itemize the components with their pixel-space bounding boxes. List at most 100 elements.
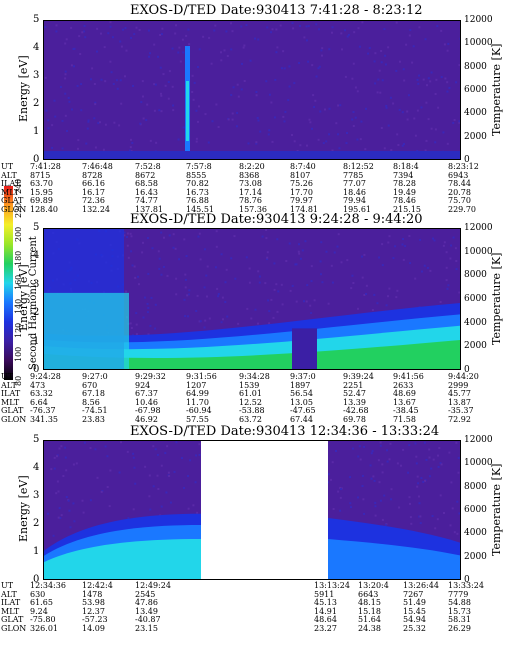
noise-pixel <box>171 47 174 50</box>
noise-pixel <box>119 79 122 82</box>
noise-pixel <box>373 60 376 63</box>
noise-pixel <box>267 133 270 136</box>
noise-pixel <box>134 482 137 485</box>
noise-pixel <box>59 517 62 519</box>
noise-pixel <box>94 101 97 104</box>
ephemeris-value: 25.32 <box>403 623 426 633</box>
ephemeris-value: 79.97 <box>290 196 313 205</box>
ephemeris-value: 1539 <box>239 380 260 390</box>
noise-pixel <box>104 123 107 126</box>
ephemeris-label: MLT <box>1 606 20 616</box>
noise-pixel <box>131 141 134 144</box>
noise-pixel <box>361 474 364 477</box>
ephemeris-value: 58.31 <box>448 615 471 624</box>
noise-pixel <box>383 147 386 150</box>
noise-pixel <box>363 445 366 448</box>
noise-pixel <box>230 22 232 25</box>
low-energy-band <box>44 151 460 159</box>
noise-pixel <box>383 494 386 497</box>
noise-pixel <box>102 148 105 151</box>
noise-pixel <box>135 312 138 315</box>
noise-pixel <box>179 60 182 63</box>
noise-pixel <box>187 475 189 477</box>
noise-pixel <box>148 495 151 498</box>
y2-tick: 2000 <box>464 341 487 352</box>
noise-pixel <box>268 322 271 325</box>
noise-pixel <box>81 499 84 502</box>
ephemeris-value: 12.37 <box>82 606 105 616</box>
ephemeris-value: 26.29 <box>448 623 471 633</box>
ephemeris-label: GLAT <box>1 196 24 205</box>
noise-pixel <box>425 139 428 142</box>
noise-pixel <box>320 273 322 276</box>
noise-pixel <box>70 108 73 111</box>
noise-pixel <box>423 264 426 267</box>
noise-pixel <box>448 86 451 89</box>
noise-pixel <box>390 498 393 501</box>
noise-pixel <box>284 110 287 113</box>
noise-pixel <box>70 26 73 29</box>
noise-pixel <box>145 119 148 122</box>
noise-pixel <box>215 230 218 233</box>
noise-pixel <box>427 77 430 80</box>
noise-pixel <box>215 103 218 106</box>
noise-pixel <box>268 129 271 132</box>
noise-pixel <box>237 95 240 98</box>
noise-pixel <box>129 232 132 235</box>
ephemeris-value: 7779 <box>448 589 469 599</box>
noise-pixel <box>115 79 118 82</box>
noise-pixel <box>298 243 300 246</box>
noise-pixel <box>184 273 187 276</box>
ephemeris-value: 23.83 <box>82 414 105 424</box>
noise-pixel <box>319 110 322 113</box>
ephemeris-value: 67.18 <box>82 389 105 398</box>
ephemeris-label: ALT <box>1 170 17 180</box>
noise-pixel <box>142 241 144 244</box>
noise-pixel <box>193 81 196 84</box>
noise-pixel <box>411 61 414 64</box>
noise-pixel <box>268 93 271 96</box>
spectrogram-plot <box>43 440 461 580</box>
noise-pixel <box>280 283 283 286</box>
y-tick: 0 <box>33 364 40 375</box>
noise-pixel <box>423 441 426 444</box>
noise-pixel <box>319 260 322 263</box>
noise-pixel <box>429 269 432 272</box>
noise-pixel <box>257 38 260 41</box>
ephemeris-value: 19.49 <box>393 187 416 197</box>
noise-pixel <box>104 80 107 83</box>
noise-pixel <box>432 458 435 461</box>
ephemeris-value: -53.88 <box>239 406 265 415</box>
noise-pixel <box>303 300 305 303</box>
y-axis-label: Energy [eV] <box>17 55 30 122</box>
noise-pixel <box>321 47 324 50</box>
noise-pixel <box>149 52 151 55</box>
noise-pixel <box>426 84 428 87</box>
noise-pixel <box>172 109 175 112</box>
noise-pixel <box>306 144 308 147</box>
noise-pixel <box>315 23 318 26</box>
noise-pixel <box>154 303 157 306</box>
noise-pixel <box>384 54 387 57</box>
noise-pixel <box>436 25 439 28</box>
ephemeris-value: 13.49 <box>135 606 158 616</box>
noise-pixel <box>44 76 47 79</box>
noise-pixel <box>132 84 134 87</box>
ephemeris-value: 56.54 <box>290 389 313 398</box>
noise-pixel <box>265 237 268 240</box>
noise-pixel <box>134 276 137 279</box>
noise-pixel <box>226 315 229 318</box>
noise-pixel <box>108 505 111 508</box>
noise-pixel <box>195 310 198 312</box>
noise-pixel <box>440 76 443 78</box>
noise-pixel <box>264 282 267 285</box>
ephemeris-value: 14.91 <box>314 606 337 616</box>
noise-pixel <box>197 235 200 238</box>
noise-pixel <box>159 34 162 36</box>
noise-pixel <box>72 48 75 50</box>
noise-pixel <box>120 441 122 444</box>
noise-pixel <box>208 317 211 320</box>
noise-pixel <box>110 71 113 74</box>
energy-band <box>328 539 460 579</box>
noise-pixel <box>350 506 352 509</box>
